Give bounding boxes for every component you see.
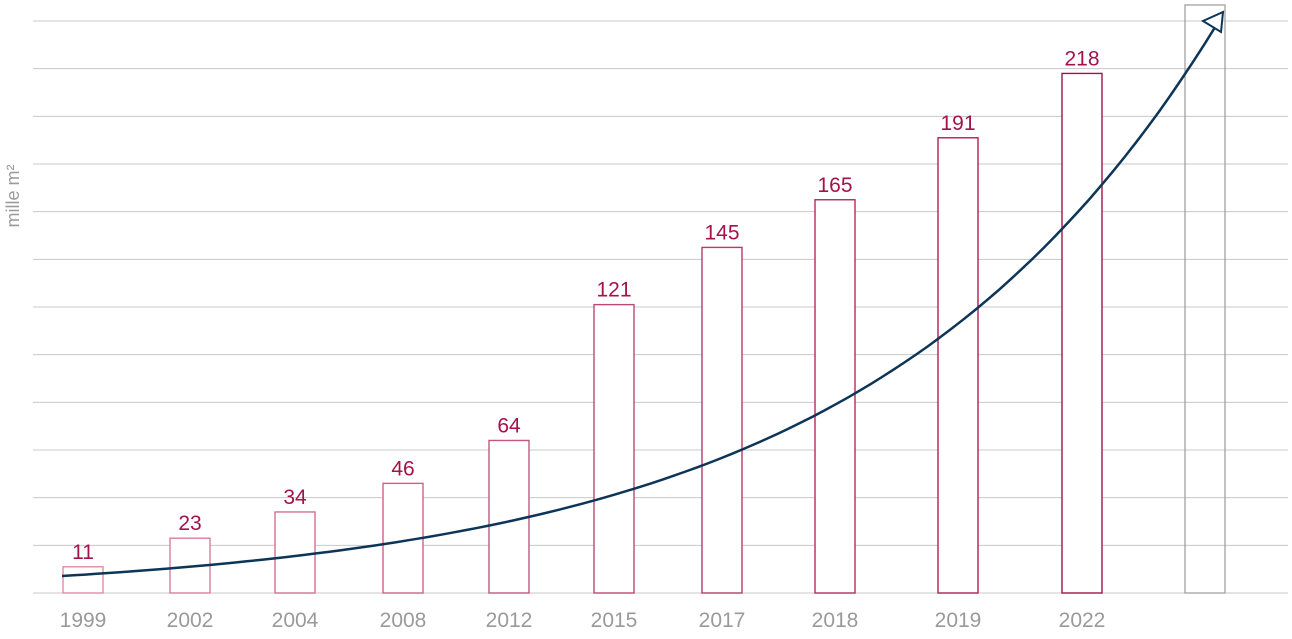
x-tick-label: 1999	[60, 609, 107, 632]
bar-2022	[1061, 72, 1103, 594]
x-tick-labels: 1999 2002 2004 2008 2012 2015 2017 2018 2019 2022	[60, 609, 1106, 632]
bar-2012	[488, 439, 530, 594]
bar-future	[1184, 4, 1226, 594]
x-tick-label: 2004	[272, 609, 319, 632]
x-tick-label: 2022	[1059, 609, 1106, 632]
bar-2019	[937, 137, 979, 594]
value-label: 145	[704, 221, 739, 244]
bar-1999	[62, 566, 104, 594]
value-label: 23	[178, 512, 201, 535]
value-label: 121	[596, 279, 631, 302]
bar-2017	[701, 246, 743, 594]
value-label: 191	[940, 112, 975, 135]
bars	[62, 4, 1226, 594]
trend-arrow-head	[1200, 10, 1225, 34]
x-tick-label: 2002	[167, 609, 214, 632]
x-tick-label: 2008	[380, 609, 427, 632]
value-label: 218	[1064, 47, 1099, 70]
x-tick-label: 2019	[935, 609, 982, 632]
value-labels: 11 23 34 46 64 121 145 165 191 218	[72, 47, 1099, 563]
trend-arrow-curve	[61, 23, 1219, 578]
value-label: 165	[817, 174, 852, 197]
x-tick-label: 2017	[699, 609, 746, 632]
value-label: 34	[283, 486, 307, 509]
value-label: 64	[497, 414, 521, 437]
bar-2015	[593, 303, 635, 594]
value-label: 46	[391, 457, 414, 480]
x-tick-label: 2018	[812, 609, 859, 632]
x-tick-label: 2012	[486, 609, 533, 632]
x-tick-label: 2015	[591, 609, 638, 632]
bar-2004	[274, 511, 316, 594]
value-label: 11	[72, 541, 94, 564]
y-axis-label: mille m²	[3, 165, 23, 228]
